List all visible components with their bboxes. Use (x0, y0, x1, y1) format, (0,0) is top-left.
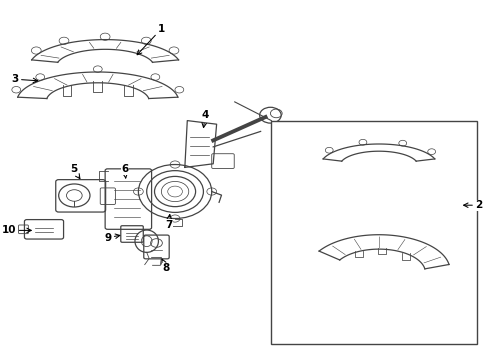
Text: 10: 10 (1, 225, 31, 235)
Text: 5: 5 (70, 164, 80, 179)
Bar (271, 121, 476, 344)
Text: 2: 2 (463, 200, 482, 210)
Text: 4: 4 (201, 110, 209, 127)
Text: 8: 8 (162, 259, 169, 273)
Text: 9: 9 (104, 233, 120, 243)
Text: 7: 7 (164, 215, 172, 230)
Text: 1: 1 (137, 24, 164, 55)
Text: 6: 6 (121, 164, 128, 178)
Text: 3: 3 (11, 74, 38, 84)
